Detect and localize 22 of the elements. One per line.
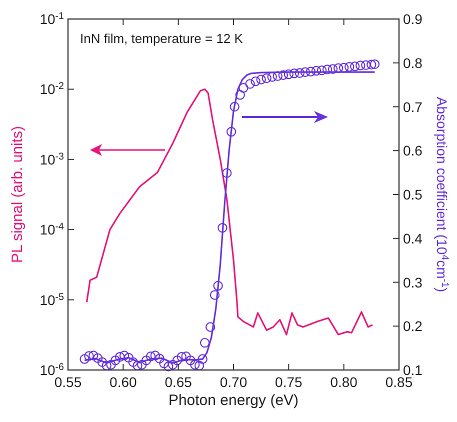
annotation: InN film, temperature = 12 K <box>80 31 244 46</box>
x-tick-label: 0.70 <box>220 374 248 390</box>
y-axis-title: PL signal (arb. units) <box>9 126 26 264</box>
y2-tick-label: 0.4 <box>403 230 423 246</box>
y-tick-label: 10$^{-4}$ <box>40 221 65 238</box>
line-series <box>86 88 374 336</box>
x-tick-label: 0.80 <box>330 374 358 390</box>
y2-tick-label: 0.6 <box>403 142 423 159</box>
x-tick-label: 0.60 <box>110 374 138 390</box>
y-tick-label: 10$^{-2}$ <box>40 80 64 98</box>
y2-tick-label: 0.3 <box>403 274 423 290</box>
x-axis-title: Photon energy (eV) <box>168 392 299 409</box>
y2-tick-label: 0.5 <box>403 186 423 202</box>
y2-tick-label: 0.8 <box>403 54 423 71</box>
y-tick-label: 10$^{-1}$ <box>40 10 64 27</box>
x-tick-label: 0.65 <box>164 374 192 390</box>
y2-tick-label: 0.9 <box>403 11 423 27</box>
y2-tick-label: 0.2 <box>403 318 423 334</box>
y2-tick-label: 0.7 <box>403 98 423 115</box>
y-tick-label: 10$^{-3}$ <box>40 150 65 168</box>
x-tick-label: 0.75 <box>275 374 303 390</box>
y-tick-label: 10$^{-5}$ <box>40 291 65 308</box>
